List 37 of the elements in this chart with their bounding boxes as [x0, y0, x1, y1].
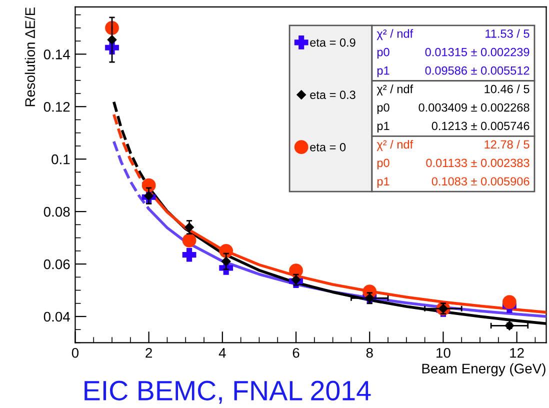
x-tick-label: 4 — [218, 348, 226, 358]
x-tick-label: 6 — [292, 348, 300, 358]
annotation: 11.53 / 5 — [486, 29, 530, 38]
y-axis-title: Resolution ΔE/E — [24, 8, 36, 106]
legend-label: eta = 0.9 — [310, 38, 356, 47]
y-tick-label: 0.08 — [44, 206, 70, 217]
x-tick-label: 2 — [146, 348, 152, 358]
x-tick-label: 10 — [436, 348, 450, 358]
annotation: 0.01133 ± 0.002383 — [426, 158, 530, 168]
x-tick-label: 8 — [366, 348, 373, 358]
annotation: p1 — [377, 66, 390, 78]
annotation: p0 — [377, 48, 390, 59]
annotation: 0.01315 ± 0.002239 — [425, 48, 530, 56]
annotation: χ² / ndf — [376, 29, 414, 40]
x-tick-label: 0 — [72, 348, 79, 358]
y-tick-label: 0.04 — [44, 312, 70, 322]
y-tick-label: 0.12 — [44, 102, 70, 112]
y-tick-label: 0.14 — [44, 49, 70, 60]
annotation: χ² / ndf — [376, 84, 414, 96]
y-tick-label: 0.1 — [52, 154, 70, 164]
y-tick-label: 0.06 — [44, 259, 70, 270]
annotation: p1 — [377, 122, 390, 132]
annotation: 0.09586 ± 0.005512 — [425, 66, 530, 75]
x-axis-title: Beam Energy (GeV) — [422, 363, 546, 376]
annotation: 10.46 / 5 — [484, 84, 530, 94]
annotation: 0.003409 ± 0.002268 — [418, 103, 530, 112]
annotation: χ² / ndf — [376, 140, 414, 151]
annotation: p1 — [377, 177, 390, 188]
legend-label: eta = 0 — [310, 142, 346, 152]
annotation: 12.78 / 5 — [484, 140, 530, 149]
legend-label: eta = 0.3 — [310, 90, 356, 100]
annotation: p0 — [377, 103, 390, 114]
x-tick-label: 12 — [510, 348, 524, 358]
annotation: p0 — [377, 158, 390, 170]
text: EIC BEMC, FNAL 2014 — [84, 380, 371, 404]
annotation: 0.1083 ± 0.005906 — [432, 177, 530, 186]
annotation: 0.1213 ± 0.005746 — [432, 122, 530, 130]
